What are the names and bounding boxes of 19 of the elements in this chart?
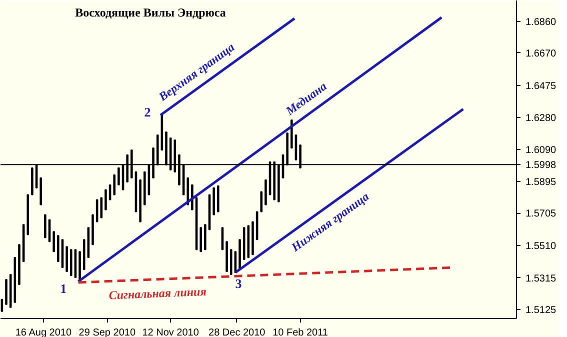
series-label: Сигнальная линия (108, 284, 207, 302)
y-tick-label: 1.5315 (526, 273, 557, 284)
y-tick-label: 1.5705 (526, 208, 557, 220)
x-tick-label: 10 Feb 2011 (272, 328, 328, 337)
y-tick-label: 1.6280 (526, 113, 557, 124)
y-tick-label: 1.5895 (526, 177, 557, 188)
y-tick-label: 1.6860 (526, 16, 557, 28)
text: Восходящие Вилы Эндрюса (75, 6, 226, 20)
y-tick-label: 1.6090 (526, 144, 557, 156)
y-tick-label: 1.5125 (526, 305, 557, 316)
x-tick-label: 28 Dec 2010 (208, 328, 266, 337)
annotation: 3 (235, 276, 242, 291)
annotation: 1 (60, 280, 67, 296)
y-tick-label: 1.6475 (526, 80, 557, 92)
annotation: 2 (144, 104, 151, 120)
ref-line-label: 1.5998 (526, 160, 557, 172)
y-tick-label: 1.6670 (526, 48, 557, 60)
x-tick-label: 12 Nov 2010 (142, 328, 200, 337)
y-tick-label: 1.5510 (526, 241, 557, 252)
